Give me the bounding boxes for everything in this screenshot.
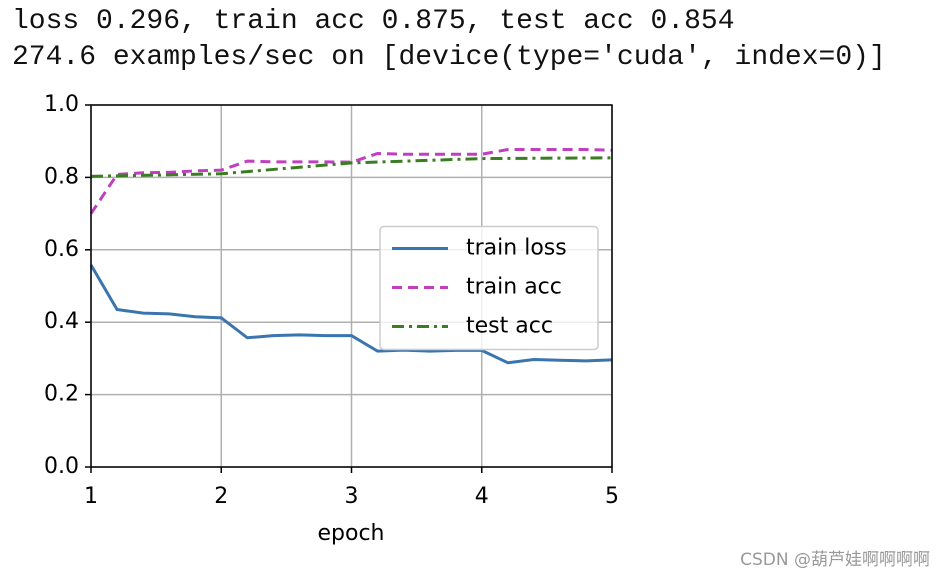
x-tick-label: 2 (214, 484, 228, 509)
x-tick-label: 5 (605, 484, 619, 509)
x-tick-label: 1 (84, 484, 98, 509)
y-tick-label: 0.4 (44, 309, 79, 334)
plot-frame (90, 104, 613, 468)
series-line (90, 156, 613, 178)
y-tick-label: 0.8 (44, 164, 79, 189)
output-line: loss 0.296, train acc 0.875, test acc 0.… (12, 6, 735, 37)
legend-label: train loss (466, 236, 567, 261)
y-tick-label: 0.0 (44, 454, 79, 479)
y-tick-label: 0.6 (44, 237, 79, 262)
legend-label: train acc (466, 275, 562, 300)
output-line: 274.6 examples/sec on [device(type='cuda… (12, 42, 886, 73)
x-tick-label: 4 (475, 484, 489, 509)
watermark: CSDN @葫芦娃啊啊啊啊 (740, 550, 930, 570)
series-line (89, 264, 613, 365)
x-axis-label: epoch (318, 521, 385, 546)
x-tick-label: 3 (345, 484, 359, 509)
y-tick-label: 0.2 (44, 382, 79, 407)
legend-box (379, 225, 599, 351)
legend-label: test acc (466, 314, 553, 339)
y-tick-label: 1.0 (44, 92, 79, 117)
